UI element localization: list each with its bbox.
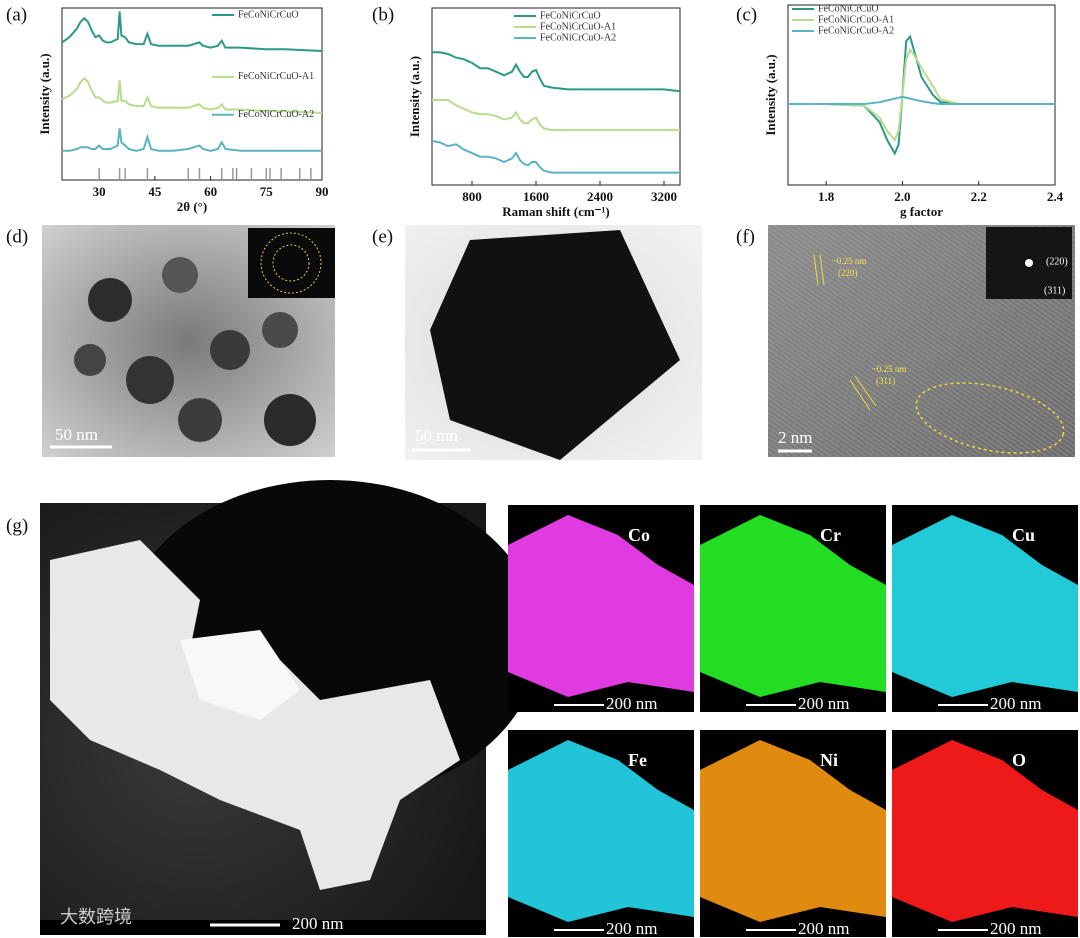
panel-label: (f) bbox=[736, 226, 755, 247]
x-tick-label: 800 bbox=[462, 189, 482, 204]
x-tick-label: 1.8 bbox=[818, 189, 835, 204]
x-tick-label: 2.4 bbox=[1047, 189, 1064, 204]
element-map: 200 nm O bbox=[892, 730, 1078, 938]
x-axis-label: 2θ (°) bbox=[177, 199, 207, 214]
fringe-spacing: ~0.25 nm bbox=[832, 256, 866, 266]
legend-label: FeCoNiCrCuO-A1 bbox=[540, 21, 616, 32]
x-axis-label: g factor bbox=[900, 204, 943, 219]
series-line bbox=[62, 128, 322, 152]
panel-label: (g) bbox=[6, 515, 28, 536]
element-map: 200 nm Co bbox=[508, 505, 694, 713]
x-tick-label: 1600 bbox=[523, 189, 549, 204]
series-line bbox=[432, 51, 681, 93]
element-label: Ni bbox=[820, 750, 838, 770]
inset-plane: (220) bbox=[1046, 256, 1068, 267]
x-tick-label: 2400 bbox=[587, 189, 613, 204]
fringe-spacing: ~0.25 nm bbox=[872, 364, 906, 374]
map-signal bbox=[508, 515, 694, 697]
element-label: O bbox=[1012, 750, 1026, 770]
element-label: Co bbox=[628, 525, 650, 545]
scale-bar-label: 200 nm bbox=[606, 694, 657, 713]
legend-label: FeCoNiCrCuO-A2 bbox=[540, 32, 616, 43]
legend-label: FeCoNiCrCuO bbox=[540, 10, 601, 21]
x-tick-label: 30 bbox=[93, 184, 106, 199]
y-axis-label: Intensity (a.u.) bbox=[763, 54, 778, 135]
element-map: 200 nm Fe bbox=[508, 730, 694, 938]
panel-label: (e) bbox=[372, 226, 393, 247]
tem-image-d bbox=[42, 225, 335, 457]
scale-bar-label: 200 nm bbox=[798, 919, 849, 938]
map-signal bbox=[508, 740, 694, 922]
sem-image-g bbox=[40, 480, 540, 935]
x-axis-label: Raman shift (cm⁻¹) bbox=[502, 204, 610, 219]
y-axis-label: Intensity (a.u.) bbox=[407, 56, 422, 137]
plot-frame bbox=[787, 4, 1056, 186]
series-line bbox=[788, 34, 1055, 156]
x-tick-label: 90 bbox=[316, 184, 329, 199]
tem-image-e bbox=[405, 225, 702, 460]
fringe-plane: (311) bbox=[876, 376, 895, 386]
map-signal bbox=[700, 740, 886, 922]
x-tick-label: 75 bbox=[260, 184, 274, 199]
legend-label: FeCoNiCrCuO-A1 bbox=[818, 14, 894, 25]
series-line bbox=[61, 11, 323, 52]
plot-frame bbox=[61, 7, 323, 181]
legend-label: FeCoNiCrCuO-A2 bbox=[818, 25, 894, 36]
map-signal bbox=[892, 515, 1078, 697]
series-line bbox=[431, 139, 680, 174]
fringe-plane: (220) bbox=[838, 268, 858, 278]
x-tick-label: 60 bbox=[204, 184, 217, 199]
scale-bar-label: 50 nm bbox=[415, 426, 458, 445]
series-line bbox=[61, 77, 323, 114]
x-tick-label: 45 bbox=[148, 184, 162, 199]
series-line bbox=[432, 99, 680, 132]
series-line bbox=[788, 95, 1055, 105]
element-map: 200 nm Cu bbox=[892, 505, 1078, 713]
panel-label: (a) bbox=[6, 4, 27, 25]
hrtem-image-f bbox=[768, 225, 1075, 457]
legend-label: FeCoNiCrCuO-A2 bbox=[238, 109, 314, 120]
map-signal bbox=[700, 515, 886, 697]
element-label: Fe bbox=[628, 750, 647, 770]
panel-label: (d) bbox=[6, 226, 28, 247]
x-tick-label: 2.0 bbox=[894, 189, 910, 204]
scale-bar-label: 2 nm bbox=[778, 428, 812, 447]
element-map: 200 nm Ni bbox=[700, 730, 886, 938]
y-axis-label: Intensity (a.u.) bbox=[37, 53, 52, 134]
legend-label: FeCoNiCrCuO-A1 bbox=[238, 71, 314, 82]
x-tick-label: 2.2 bbox=[971, 189, 987, 204]
scale-bar-label: 200 nm bbox=[798, 694, 849, 713]
scale-bar-label: 200 nm bbox=[990, 694, 1041, 713]
panel-label: (c) bbox=[736, 4, 757, 25]
scale-bar-label: 200 nm bbox=[292, 914, 343, 933]
series-line bbox=[788, 48, 1055, 142]
map-signal bbox=[892, 740, 1078, 922]
watermark: 大数跨境 bbox=[60, 907, 132, 928]
plot-frame bbox=[431, 7, 681, 186]
element-map: 200 nm Cr bbox=[700, 505, 886, 713]
scale-bar-label: 50 nm bbox=[55, 425, 98, 444]
element-label: Cu bbox=[1012, 525, 1035, 545]
element-label: Cr bbox=[820, 525, 841, 545]
scale-bar-label: 200 nm bbox=[990, 919, 1041, 938]
legend-label: FeCoNiCrCuO bbox=[238, 9, 299, 20]
legend-label: FeCoNiCrCuO bbox=[818, 3, 879, 14]
scale-bar-label: 200 nm bbox=[606, 919, 657, 938]
inset-plane: (311) bbox=[1044, 285, 1065, 296]
panel-label: (b) bbox=[372, 4, 394, 25]
x-tick-label: 3200 bbox=[651, 189, 677, 204]
